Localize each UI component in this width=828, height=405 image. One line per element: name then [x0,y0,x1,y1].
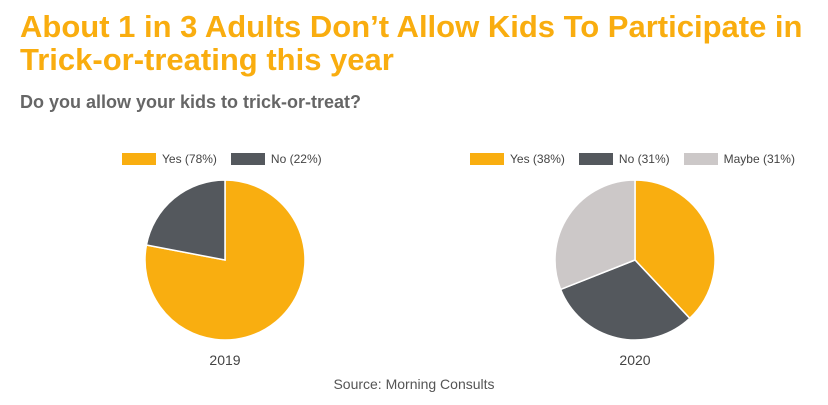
legend-swatch [470,153,504,165]
legend-swatch [230,153,265,165]
pie-slice-1-2 [554,179,636,291]
title-line-2: Trick-or-treating this year [20,42,394,77]
legend-item-0-1: No (22%) [230,152,322,166]
legend-label: No (31%) [618,152,670,166]
source-note: Source: Morning Consults [333,376,495,392]
chart-title: About 1 in 3 Adults Don’t Allow Kids To … [20,10,820,76]
legend-item-1-1: No (31%) [578,152,670,166]
title-line-1: About 1 in 3 Adults Don’t Allow Kids To … [20,9,803,44]
legend-swatch [683,153,718,165]
pie-slice-1-0 [634,179,716,320]
legend-2019: Yes (78%) No (22%) [122,152,336,166]
legend-label: No (22%) [270,152,322,166]
legend-swatch [122,153,156,165]
legend-item-1-2: Maybe (31%) [683,152,795,166]
legend-label: Maybe (31%) [723,152,795,166]
legend-item-1-0: Yes (38%) [470,152,565,166]
pie-chart-2019 [144,179,306,341]
pie-chart-2020 [554,179,716,341]
legend-label: Yes (78%) [162,152,217,166]
chart-subtitle: Do you allow your kids to trick-or-treat… [20,92,362,112]
legend-label: Yes (38%) [510,152,565,166]
year-label-2019: 2019 [209,352,241,368]
legend-item-0-0: Yes (78%) [122,152,217,166]
legend-2020: Yes (38%) No (31%) Maybe (31%) [470,152,809,166]
year-label-2020: 2020 [619,352,651,368]
legend-swatch [578,153,613,165]
pie-slice-1-1 [559,259,691,341]
pie-slice-0-1 [145,179,226,261]
